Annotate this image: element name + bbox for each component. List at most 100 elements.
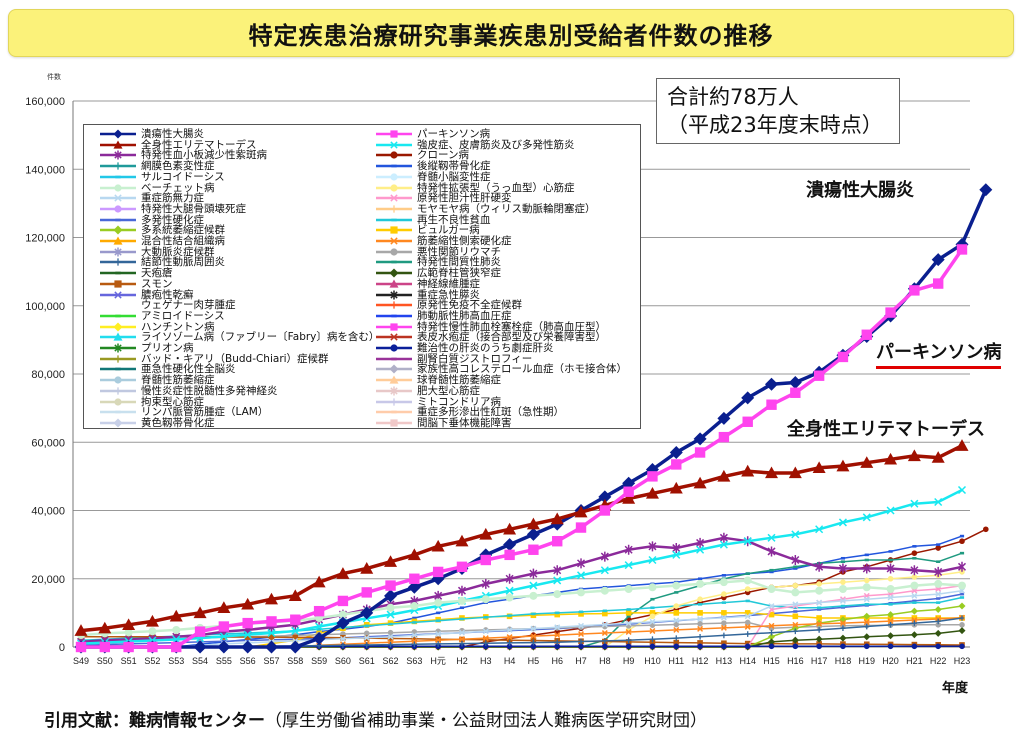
legend-marker [390,333,398,341]
legend-item: 難治性の肝炎のうち劇症肝炎 [374,342,554,354]
data-point [504,549,515,561]
data-point [884,452,898,465]
data-point [816,620,823,627]
data-point [578,610,584,614]
data-point [697,633,703,640]
source-label: 引用文献：難病情報センター [44,711,265,731]
data-point [934,605,942,613]
legend-label: プリオン病 [141,342,194,354]
data-point [788,376,802,390]
data-point [887,643,894,650]
data-point [936,543,941,546]
data-point [935,545,941,551]
data-point [290,614,301,625]
legend-label: 筋萎縮性側索硬化症 [417,235,512,247]
data-point [482,637,489,643]
data-point [312,575,326,588]
legend-label: 網膜色素変性症 [141,160,215,173]
data-point [910,631,918,639]
data-point [360,606,374,620]
legend-item: バッド・キアリ（Budd-Chiari）症候群 [98,353,329,365]
data-point [934,497,943,506]
legend-marker [113,418,123,428]
legend-swatch [100,258,136,266]
data-point [791,554,800,565]
data-point [74,624,88,636]
legend-label: 神経線維腫症 [417,277,480,290]
data-point [624,584,633,593]
data-point [650,636,655,642]
x-tick-label: H23 [954,656,971,666]
legend-item: パーキンソン病 [374,128,490,140]
legend-swatch [100,314,136,318]
data-point [673,621,680,628]
legend-label: 多系統萎縮症候群 [141,224,225,237]
data-point [505,573,514,584]
data-point [863,612,871,620]
data-point [816,643,822,650]
data-point [554,643,561,650]
data-point [721,640,727,647]
legend-label: リンパ脈管筋腫症（LAM） [141,406,269,419]
legend-label: 膿疱性乾癬 [141,288,194,301]
data-point [529,568,538,579]
data-point [554,624,561,631]
x-tick-label: H22 [930,656,947,666]
data-point [769,570,774,574]
data-point [602,643,608,650]
total-annotation-box: 合計約78万人 （平成23年度末時点） [656,78,900,144]
data-point [338,610,347,619]
legend-item: 後縦靱帯骨化症 [374,160,491,172]
data-point [791,636,799,644]
data-point [721,632,727,639]
legend-marker [113,322,123,332]
data-point [837,351,849,363]
data-point [672,581,681,590]
data-point [217,601,231,613]
data-point [697,577,703,581]
data-point [267,628,276,638]
legend-label: 後縦靱帯骨化症 [417,160,491,173]
legend-item: 副腎白質ジストロフィー [374,353,532,365]
legend-marker [114,387,122,395]
data-point [863,596,870,603]
legend-label: 特発性間質性肺炎 [417,256,501,269]
callout-ulcerative-colitis: 潰瘍性大腸炎 [806,180,914,201]
x-tick-label: H6 [551,656,563,666]
x-tick-label: H9 [623,656,635,666]
legend-marker [389,268,399,278]
series-強皮症、皮膚筋炎及び多発性筋炎 [76,485,967,648]
data-point [959,622,965,628]
y-tick-label: 160,000 [25,96,65,108]
data-point [363,630,370,637]
legend-item: ライソゾーム病（ファブリー〔Fabry〕病を含む） [98,331,379,343]
data-point [409,573,420,584]
data-point [218,621,230,632]
data-point [888,622,894,628]
legend-item: 全身性エリテマトーデス [98,139,257,151]
x-tick-label: H17 [811,656,828,666]
legend-swatch [100,410,136,414]
data-point [697,610,703,616]
x-axis-label: 年度 [942,680,969,696]
legend-marker [114,280,122,288]
data-point [455,534,469,547]
x-tick-label: H元 [430,656,446,666]
x-tick-label: S50 [97,656,113,666]
data-point [387,633,394,640]
data-point [673,626,680,633]
data-point [575,522,587,533]
data-point [530,612,537,619]
legend-swatch [376,173,412,181]
data-point [123,641,134,653]
legend-swatch [100,368,136,371]
data-point [910,607,918,615]
legend-item: 間脳下垂体機能障害 [374,417,512,429]
legend-swatch [100,175,136,179]
legend-swatch [376,164,412,168]
data-point [434,598,443,607]
data-point [721,601,726,604]
legend-marker [390,344,398,352]
x-tick-label: S57 [263,656,279,666]
data-point [767,546,776,557]
